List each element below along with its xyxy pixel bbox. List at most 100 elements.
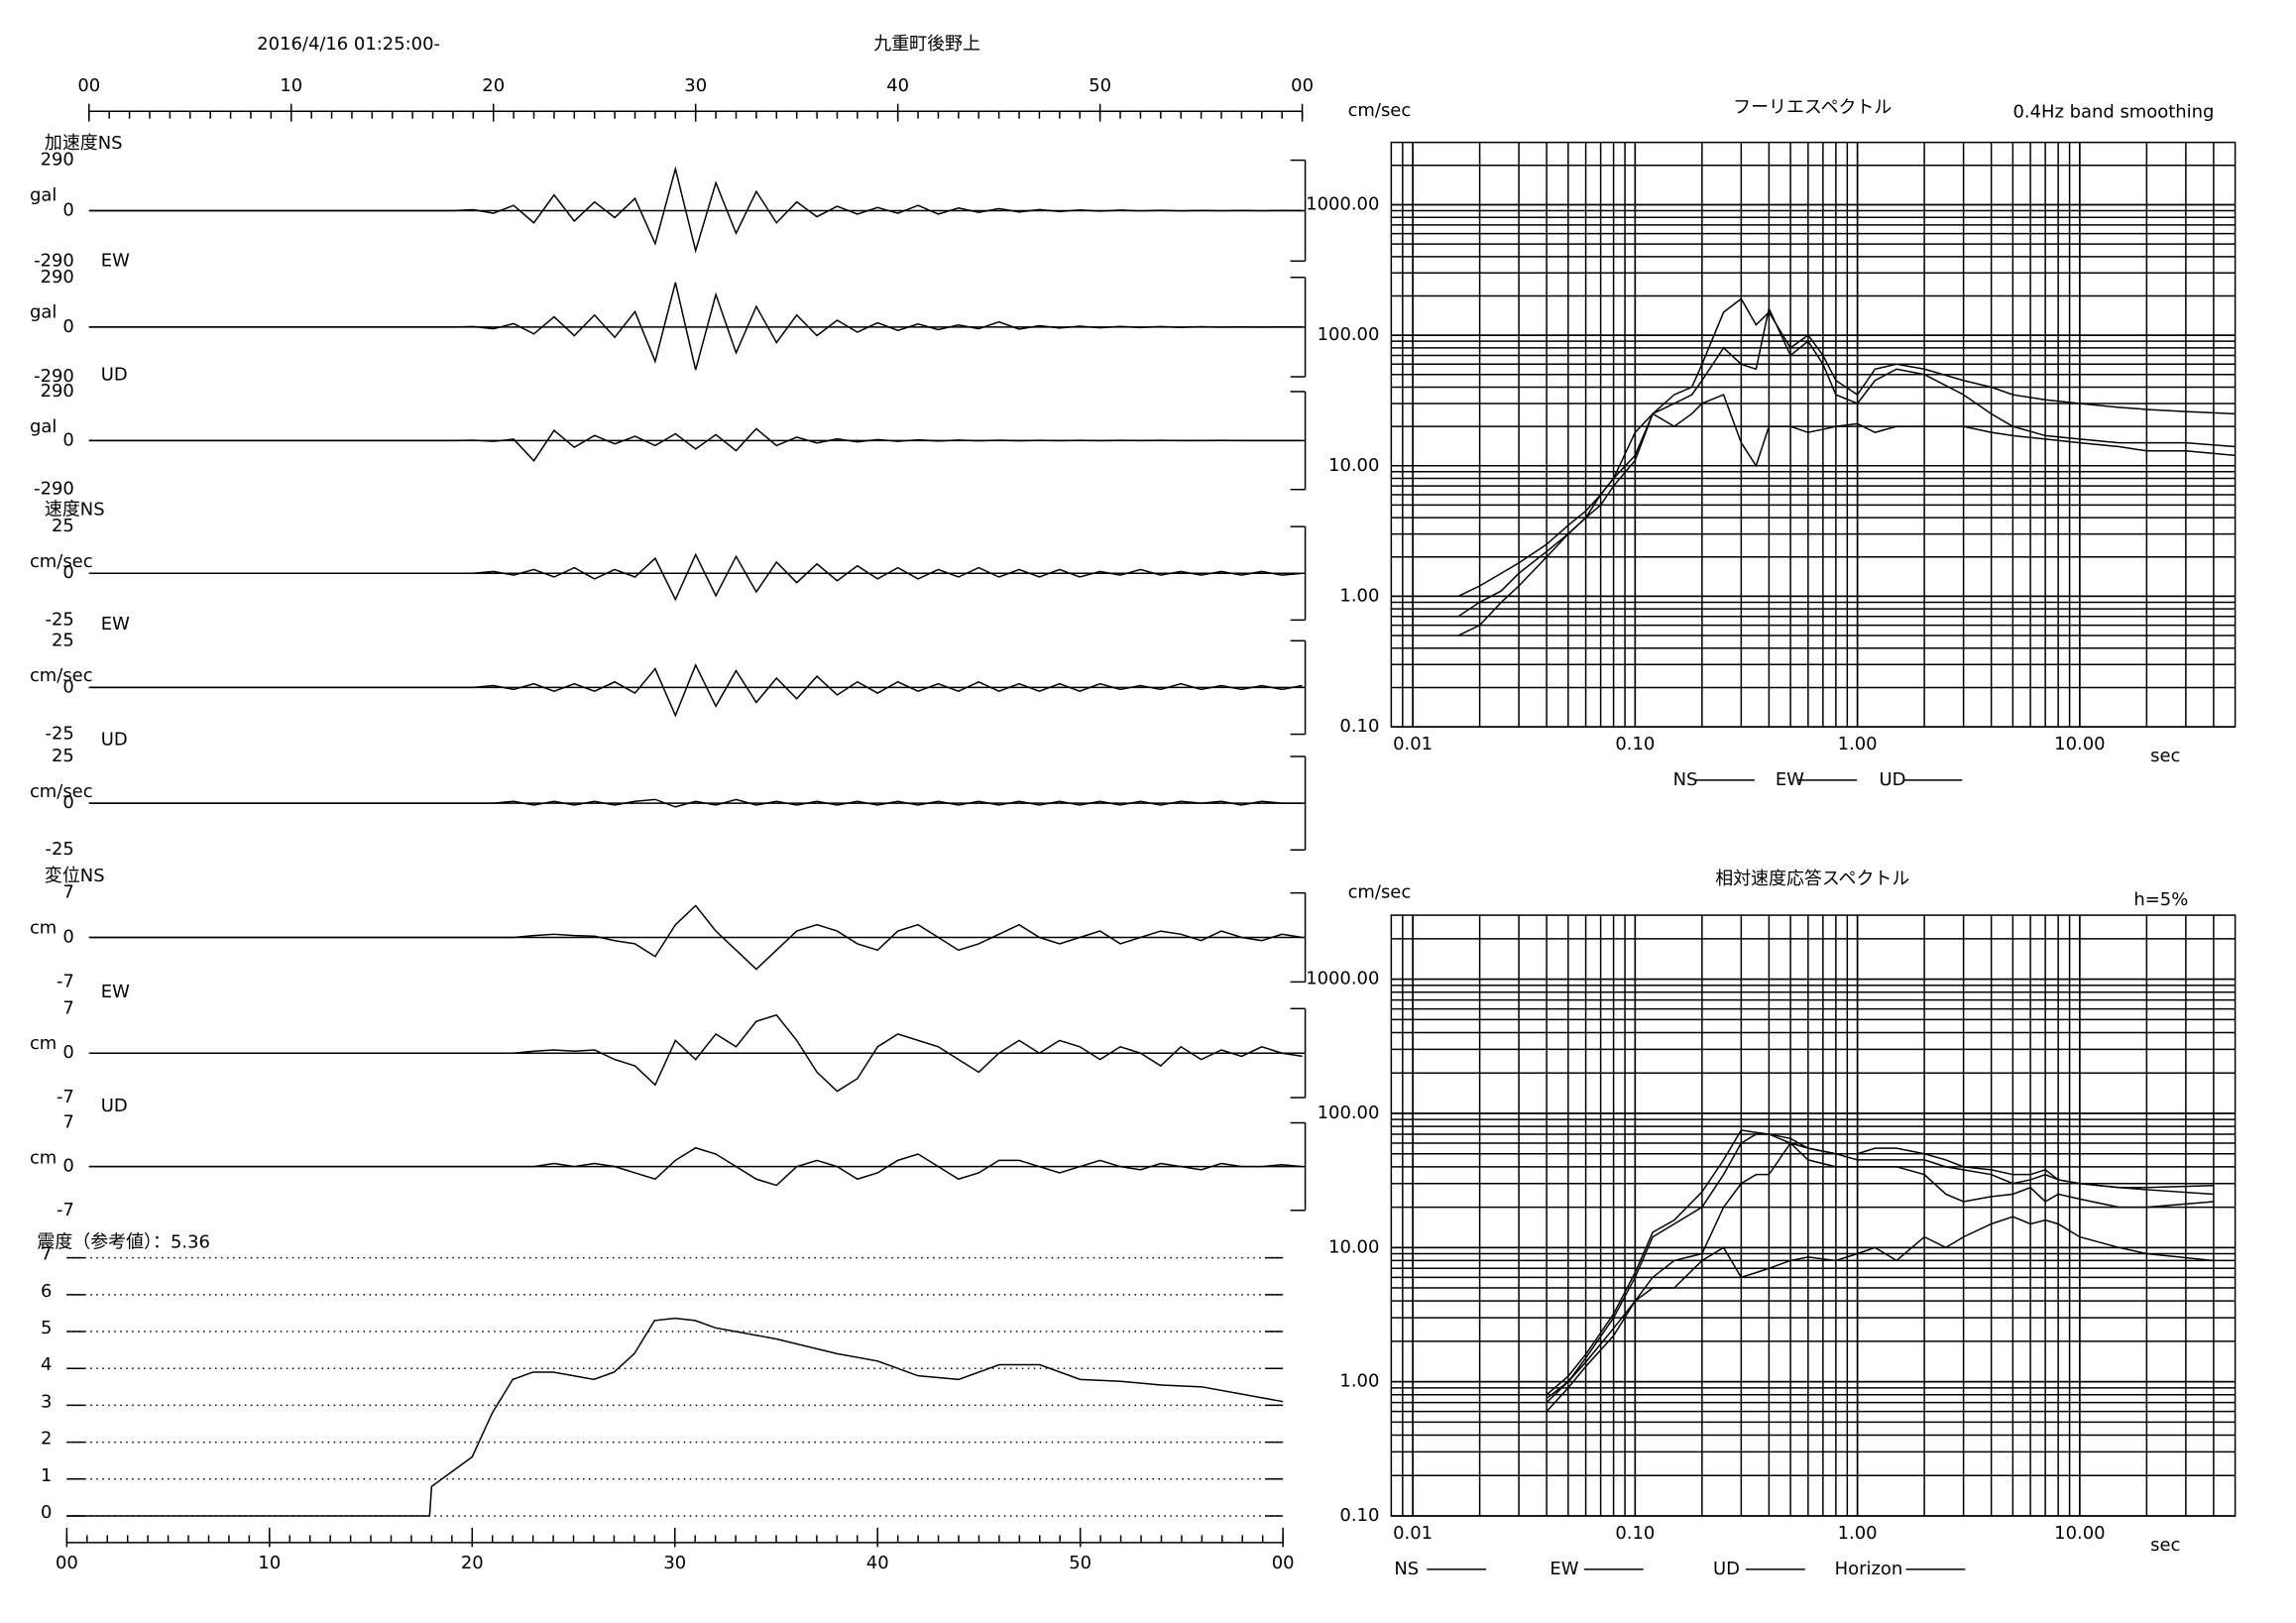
trace-label: EW xyxy=(101,250,130,271)
y-tick-label: 1 xyxy=(41,1465,52,1486)
y-tick-label: -25 xyxy=(46,839,74,860)
x-tick-label: 20 xyxy=(461,1553,484,1573)
plot-frame xyxy=(1390,914,2237,1517)
y-tick-label: 100.00 xyxy=(1318,1102,1380,1123)
legend-label: NS xyxy=(1394,1559,1419,1579)
intensity-line xyxy=(66,1317,1284,1517)
unit-label: cm xyxy=(30,1147,57,1168)
y-axis-label: cm/sec xyxy=(1348,882,1412,903)
y-tick-label: 6 xyxy=(41,1281,52,1302)
y-tick-label: -290 xyxy=(34,479,74,500)
y-tick-label: -7 xyxy=(57,1200,74,1220)
y-tick-label: 0 xyxy=(62,1042,73,1063)
trace-label: 変位NS xyxy=(45,866,105,886)
trace-label: UD xyxy=(101,365,128,386)
chart-subtitle: h=5% xyxy=(2133,889,2188,910)
legend-label: UD xyxy=(1880,769,1906,790)
y-tick-label: 0 xyxy=(62,562,73,583)
x-tick-label: 10.00 xyxy=(2054,734,2105,754)
unit-label: gal xyxy=(30,416,57,437)
y-tick-label: 0 xyxy=(62,792,73,813)
spectrum-line xyxy=(1546,1133,2214,1404)
spectrum-line xyxy=(1457,394,2236,618)
spectrum-line xyxy=(1457,305,2236,598)
waveform xyxy=(88,798,1303,808)
trace-label: 速度NS xyxy=(45,500,105,521)
trace-label: EW xyxy=(101,982,130,1002)
x-axis-label: sec xyxy=(2150,746,2180,766)
y-tick-label: -25 xyxy=(46,609,74,630)
spectrum-line xyxy=(1546,1129,2214,1396)
chart-title: 震度（参考値）：5.36 xyxy=(37,1232,209,1253)
x-tick-label: 0.01 xyxy=(1393,734,1433,754)
x-tick-label: 00 xyxy=(77,75,100,96)
unit-label: gal xyxy=(30,184,57,205)
chart-title: 相対速度応答スペクトル xyxy=(1715,869,1909,889)
unit-label: cm/sec xyxy=(30,551,93,572)
x-tick-label: 40 xyxy=(886,75,909,96)
waveform xyxy=(88,427,1303,462)
y-axis-label: cm/sec xyxy=(1348,100,1412,121)
y-tick-label: 1000.00 xyxy=(1306,193,1379,214)
y-tick-label: 3 xyxy=(41,1391,52,1412)
start-time: 2016/4/16 01:25:00- xyxy=(257,34,440,55)
y-tick-label: 7 xyxy=(62,882,73,903)
y-tick-label: 0.10 xyxy=(1339,716,1379,737)
y-tick-label: 25 xyxy=(52,746,74,766)
legend-label: Horizon xyxy=(1835,1559,1903,1579)
unit-label: cm/sec xyxy=(30,781,93,802)
x-tick-label: 50 xyxy=(1069,1553,1091,1573)
unit-label: gal xyxy=(30,302,57,323)
y-tick-label: 25 xyxy=(52,630,74,650)
spectrum-line xyxy=(1546,1216,2214,1413)
y-tick-label: -7 xyxy=(57,971,74,991)
waveform xyxy=(88,166,1303,254)
chart-title: フーリエスペクトル xyxy=(1733,97,1892,118)
trace-label: 加速度NS xyxy=(45,133,123,154)
waveform xyxy=(88,1146,1303,1187)
y-tick-label: 4 xyxy=(41,1354,52,1375)
y-tick-label: 290 xyxy=(41,381,74,402)
trace-label: UD xyxy=(101,730,128,751)
spectrum-line xyxy=(1546,1141,2214,1400)
legend-label: UD xyxy=(1713,1559,1740,1579)
y-tick-label: -290 xyxy=(34,366,74,387)
x-tick-label: 1.00 xyxy=(1838,1523,1878,1544)
waveform xyxy=(88,904,1303,971)
y-tick-label: 25 xyxy=(52,516,74,536)
chart-title: 九重町後野上 xyxy=(873,34,980,55)
y-tick-label: 7 xyxy=(62,1112,73,1133)
y-tick-label: 0 xyxy=(62,429,73,450)
y-tick-label: 2 xyxy=(41,1429,52,1449)
y-tick-label: 0 xyxy=(41,1502,52,1523)
unit-label: cm xyxy=(30,1033,57,1054)
y-tick-label: 290 xyxy=(41,267,74,288)
y-tick-label: -25 xyxy=(46,724,74,745)
y-tick-label: 0.10 xyxy=(1339,1505,1379,1526)
y-tick-label: 1.00 xyxy=(1339,1371,1379,1392)
x-tick-label: 00 xyxy=(1291,75,1314,96)
y-tick-label: -290 xyxy=(34,250,74,271)
y-tick-label: 0 xyxy=(62,316,73,337)
x-tick-label: 10 xyxy=(280,75,302,96)
x-tick-label: 30 xyxy=(684,75,707,96)
y-tick-label: 7 xyxy=(62,997,73,1018)
y-tick-label: 10.00 xyxy=(1328,455,1379,476)
x-tick-label: 10.00 xyxy=(2054,1523,2105,1544)
waveform xyxy=(88,662,1303,718)
x-tick-label: 40 xyxy=(866,1553,889,1573)
x-tick-label: 0.01 xyxy=(1393,1523,1433,1544)
x-tick-label: 0.10 xyxy=(1615,734,1655,754)
waveform xyxy=(88,282,1303,371)
unit-label: cm xyxy=(30,918,57,939)
chart-subtitle: 0.4Hz band smoothing xyxy=(2013,102,2215,123)
waveform xyxy=(88,1013,1303,1093)
y-tick-label: 0 xyxy=(62,676,73,697)
x-tick-label: 00 xyxy=(1272,1553,1295,1573)
x-axis-label: sec xyxy=(2150,1535,2180,1556)
trace-label: EW xyxy=(101,614,130,635)
y-tick-label: 100.00 xyxy=(1318,324,1380,345)
waveform xyxy=(88,552,1303,602)
